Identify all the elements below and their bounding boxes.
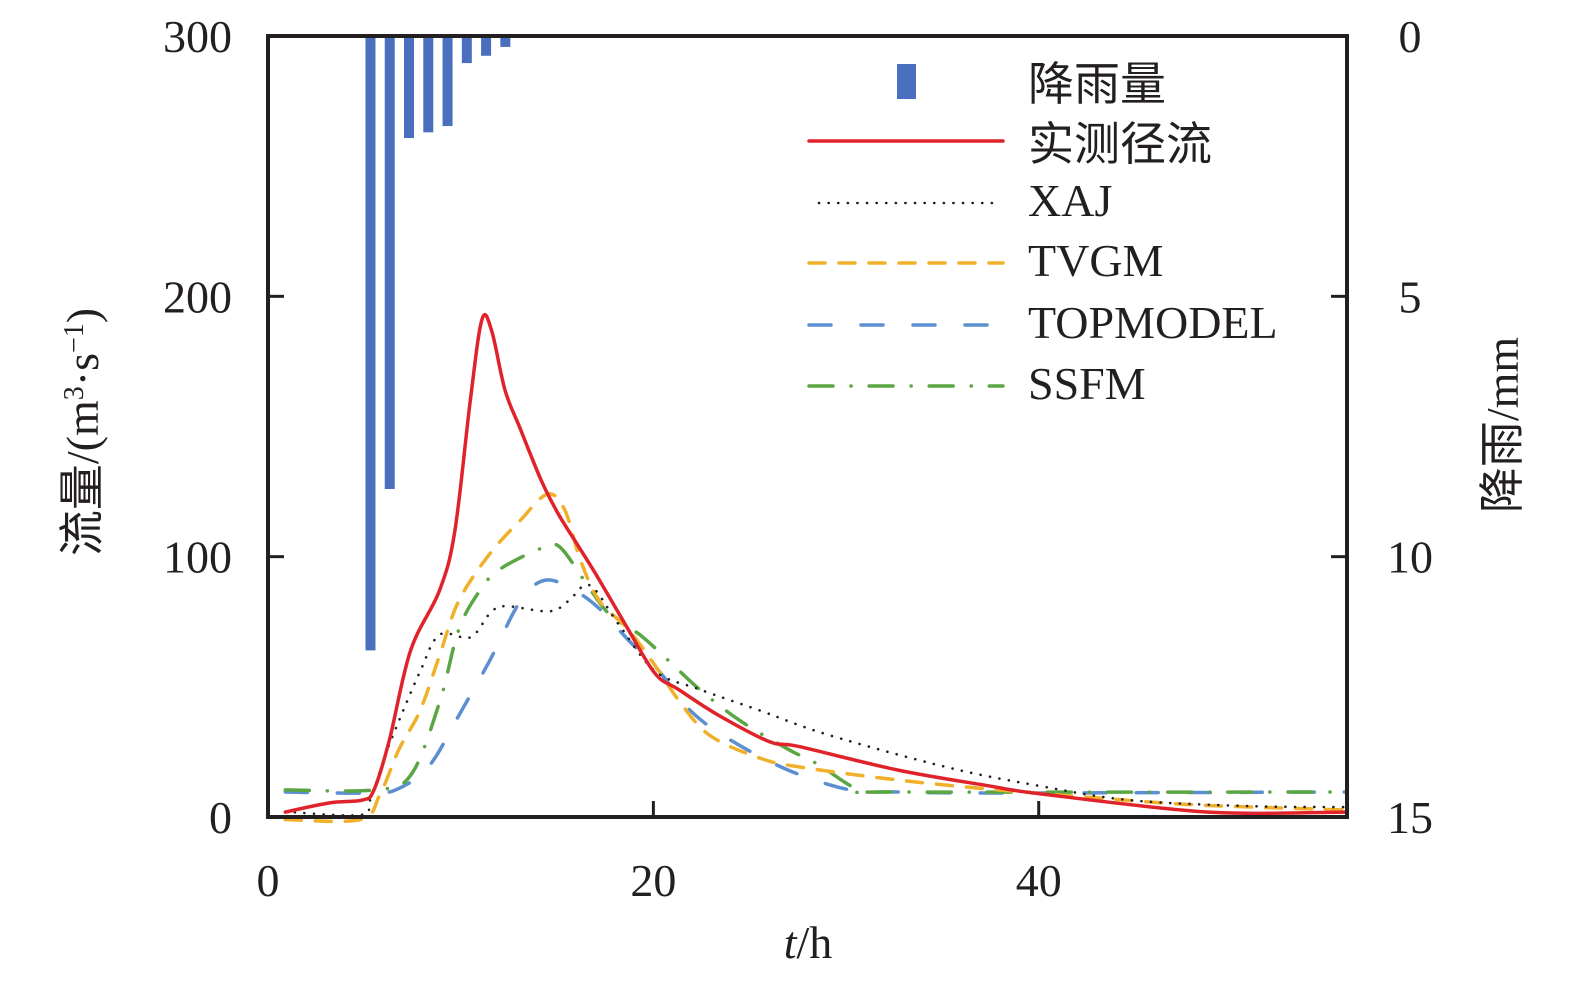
legend-label-xaj: XAJ (1028, 175, 1112, 226)
series-line-实测径流 (283, 313, 1347, 816)
legend-swatch-rainfall (897, 64, 916, 99)
y2-axis-title: 降雨/mm (1477, 337, 1528, 514)
y-tick-label: 200 (163, 271, 232, 322)
y-tick-label: 0 (209, 792, 232, 843)
y-tick-label: 100 (163, 532, 232, 583)
y-axis-title: 流量/(m3·s−1) (57, 308, 108, 556)
y-axis-title-sup2: −1 (59, 323, 90, 353)
y-axis-title-mid: ·s (57, 353, 108, 386)
legend-label-topmodel: TOPMODEL (1028, 297, 1278, 348)
rainfall-bar (461, 36, 472, 64)
y2-tick-label: 5 (1399, 271, 1422, 322)
y-axis-title-close: ) (57, 308, 108, 323)
y-axis-title-main: 流量/(m (57, 400, 108, 556)
y2-tick-label: 10 (1387, 532, 1433, 583)
rainfall-bar (365, 36, 376, 651)
legend-label-ssfm: SSFM (1028, 358, 1146, 409)
x-axis-title-unit: /h (797, 917, 833, 968)
x-tick-label: 20 (630, 855, 676, 906)
series-lines (283, 313, 1347, 824)
rainfall-bar (404, 36, 415, 139)
rainfall-bars (365, 36, 511, 651)
y2-tick-label: 15 (1387, 792, 1433, 843)
rainfall-bar (500, 36, 511, 47)
rainfall-bar (442, 36, 453, 127)
legend-label-observed: 实测径流 (1028, 119, 1212, 170)
y2-tick-label: 0 (1399, 11, 1422, 62)
x-axis-title: t/h (784, 917, 833, 968)
legend: 降雨量 实测径流 XAJ TVGM TOPMODEL SSFM (807, 59, 1278, 409)
series-line-topmodel (283, 578, 1347, 795)
legend-label-rainfall: 降雨量 (1028, 59, 1166, 110)
y-axis-title-sup1: 3 (59, 386, 90, 400)
rainfall-bar (423, 36, 434, 133)
x-axis-title-var: t (784, 917, 798, 968)
legend-label-tvgm: TVGM (1028, 235, 1163, 286)
plot-frame (266, 34, 1349, 819)
series-line-xaj (284, 583, 1347, 817)
x-tick-label: 40 (1016, 855, 1062, 906)
axis-ticks (268, 294, 1347, 817)
rainfall-bar (384, 36, 395, 489)
rainfall-bar (481, 36, 492, 56)
x-tick-label: 0 (257, 855, 280, 906)
series-line-ssfm (283, 542, 1347, 795)
series-line-tvgm (283, 492, 1347, 824)
y-tick-label: 300 (163, 11, 232, 62)
